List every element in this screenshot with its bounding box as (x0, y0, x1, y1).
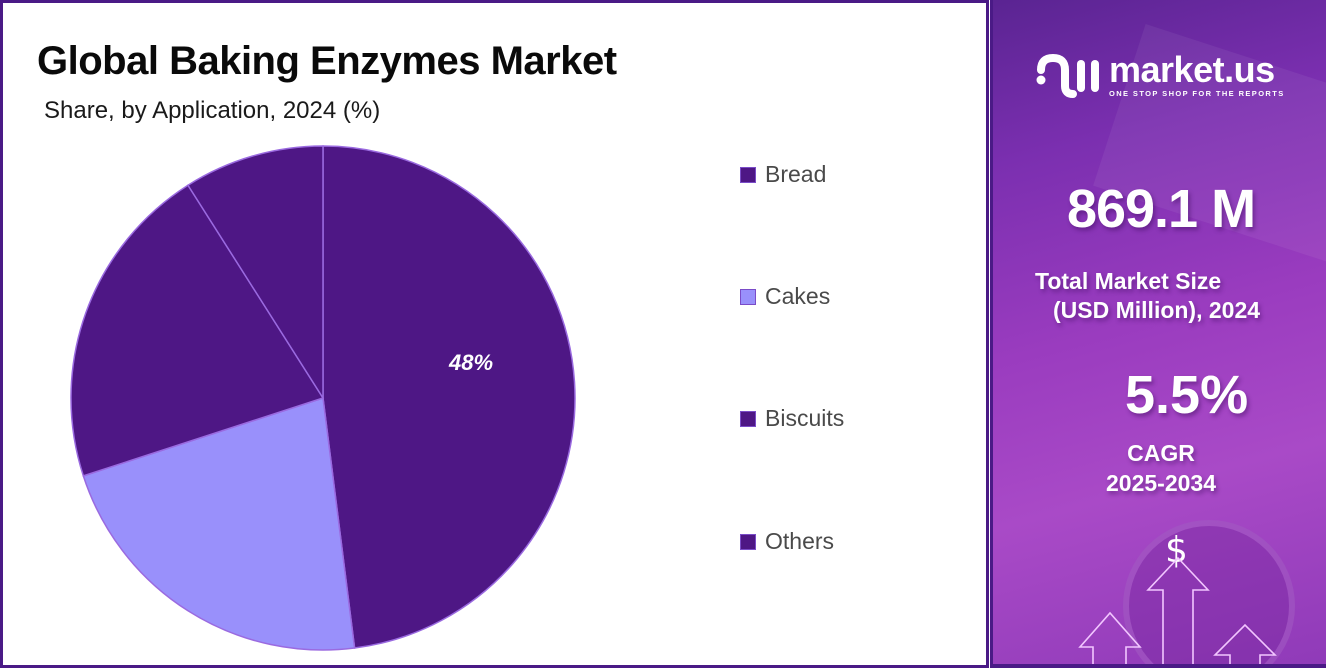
panel-bottom-border (993, 664, 1326, 668)
market-size-value: 869.1 M (1066, 179, 1256, 239)
growth-arrows-icon (1078, 556, 1277, 668)
legend-swatch-bread (740, 166, 756, 183)
logo-tagline: ONE STOP SHOP FOR THE REPORTS (1109, 88, 1285, 98)
chart-title: Global Baking Enzymes Market (37, 39, 617, 83)
market-us-logo[interactable]: market.us ONE STOP SHOP FOR THE REPORTS (1035, 50, 1285, 100)
pie-slice-biscuits[interactable] (70, 184, 325, 477)
pie-slice-cakes[interactable] (82, 397, 356, 651)
legend-swatch-biscuits (740, 410, 756, 427)
pie-chart: 48% (65, 143, 585, 663)
legend-swatch-others (740, 533, 756, 550)
market-size-unit: (USD Million), 2024 (1053, 297, 1261, 323)
pie-slice-others[interactable] (186, 145, 324, 401)
legend-item-cakes[interactable]: Cakes (740, 283, 830, 310)
legend-item-biscuits[interactable]: Biscuits (740, 405, 844, 432)
cagr-title: CAGR (1127, 440, 1195, 466)
legend-item-others[interactable]: Others (740, 528, 834, 555)
logo-icon (1036, 53, 1099, 98)
legend-label: Biscuits (765, 405, 845, 431)
pie-chart-svg: 48% (70, 145, 576, 651)
chart-panel: Global Baking Enzymes Market Share, by A… (0, 0, 989, 668)
legend-swatch-cakes (740, 288, 756, 305)
logo-name: market.us (1109, 48, 1275, 90)
pie-data-label-bread: 48% (448, 350, 493, 375)
coffee-cup-background (1123, 520, 1295, 668)
legend-item-bread[interactable]: Bread (740, 161, 826, 188)
summary-sidebar: market.us ONE STOP SHOP FOR THE REPORTS … (990, 0, 1326, 668)
legend-label: Bread (765, 161, 827, 187)
legend-label: Cakes (765, 283, 831, 309)
dollar-icon: $ (1165, 530, 1188, 571)
market-size-label: Total Market Size (1035, 268, 1222, 294)
legend-label: Others (765, 528, 835, 554)
cagr-value: 5.5% (1125, 365, 1249, 425)
chart-subtitle: Share, by Application, 2024 (%) (44, 97, 381, 124)
cagr-label: CAGR 2025-2034 (993, 438, 1326, 498)
pie-slice-bread[interactable] (322, 145, 576, 649)
cagr-period: 2025-2034 (1106, 470, 1216, 496)
